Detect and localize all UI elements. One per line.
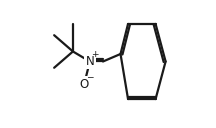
Text: −: − (86, 73, 93, 82)
Text: +: + (91, 50, 99, 59)
Text: N: N (86, 55, 94, 68)
Text: O: O (79, 78, 89, 90)
